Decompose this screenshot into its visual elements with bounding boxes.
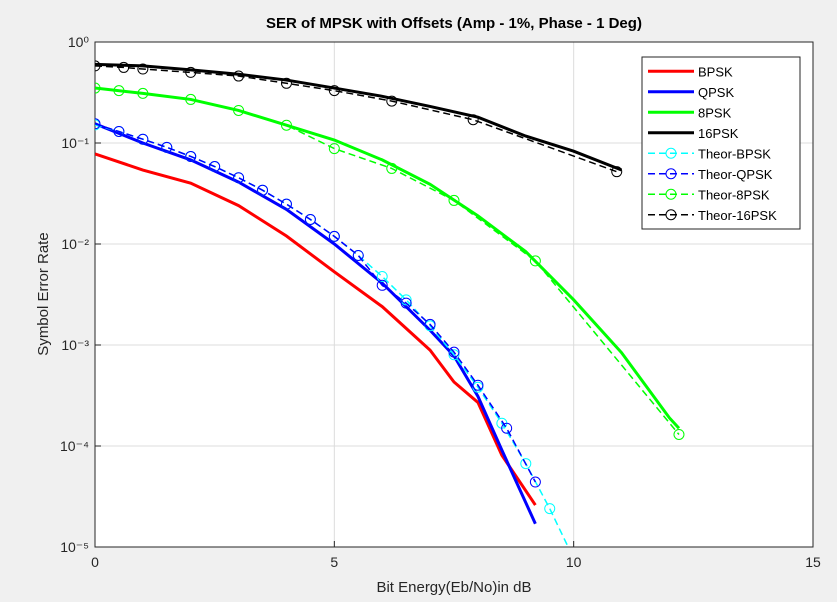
data-marker xyxy=(233,70,245,82)
series-line xyxy=(95,123,537,483)
data-marker xyxy=(529,255,541,267)
x-tick-label: 5 xyxy=(330,554,338,570)
data-marker xyxy=(467,114,479,126)
data-marker xyxy=(328,143,340,155)
data-marker xyxy=(520,458,532,470)
series-line xyxy=(95,65,618,173)
axes-box xyxy=(94,41,814,548)
legend-label: Theor-QPSK xyxy=(698,167,773,182)
x-tick-label: 15 xyxy=(805,554,821,570)
data-marker xyxy=(386,95,398,107)
data-marker xyxy=(472,379,484,391)
data-marker xyxy=(257,184,269,196)
data-marker xyxy=(185,66,197,78)
data-marker xyxy=(280,198,292,210)
legend-marker xyxy=(665,168,677,180)
data-marker xyxy=(673,428,685,440)
data-marker xyxy=(161,141,173,153)
chart-title: SER of MPSK with Offsets (Amp - 1%, Phas… xyxy=(266,15,642,32)
legend-label: 8PSK xyxy=(698,105,732,120)
data-marker xyxy=(328,85,340,97)
x-tick-label: 10 xyxy=(566,554,582,570)
data-marker xyxy=(137,133,149,145)
series-line xyxy=(95,152,537,506)
series-line xyxy=(95,62,623,172)
data-marker xyxy=(352,249,364,261)
data-marker xyxy=(95,118,101,130)
data-marker xyxy=(448,194,460,206)
data-marker xyxy=(544,503,556,515)
data-marker xyxy=(611,166,623,178)
y-tick-label: 10⁻³ xyxy=(61,337,89,353)
legend-marker xyxy=(665,147,677,159)
x-tick-label: 0 xyxy=(91,554,99,570)
data-marker xyxy=(137,87,149,99)
legend-label: BPSK xyxy=(698,64,733,79)
legend-label: Theor-BPSK xyxy=(698,146,771,161)
data-marker xyxy=(113,85,125,97)
data-marker xyxy=(118,61,130,73)
data-marker xyxy=(209,161,221,173)
data-marker xyxy=(304,213,316,225)
data-marker xyxy=(400,297,412,309)
legend-label: Theor-16PSK xyxy=(698,208,777,223)
legend-box xyxy=(641,56,801,230)
y-tick-label: 10⁻² xyxy=(61,236,89,252)
legend-label: 16PSK xyxy=(698,126,739,141)
data-marker xyxy=(233,172,245,184)
data-marker xyxy=(280,119,292,131)
data-marker xyxy=(386,162,398,174)
data-marker xyxy=(113,125,125,137)
data-marker xyxy=(95,60,101,72)
y-tick-label: 10⁻¹ xyxy=(61,135,89,151)
x-axis-label: Bit Energy(Eb/No)in dB xyxy=(376,579,531,596)
data-marker xyxy=(95,82,101,94)
legend-marker xyxy=(665,188,677,200)
legend-label: Theor-8PSK xyxy=(698,187,770,202)
data-marker xyxy=(376,270,388,282)
data-marker xyxy=(137,63,149,75)
legend-marker xyxy=(665,209,677,221)
y-tick-label: 10⁰ xyxy=(68,34,90,50)
data-marker xyxy=(233,104,245,116)
y-axis-label: Symbol Error Rate xyxy=(35,232,52,355)
series-line xyxy=(95,87,680,435)
data-marker xyxy=(529,476,541,488)
plot-layer xyxy=(95,60,685,547)
data-marker xyxy=(501,422,513,434)
series-line xyxy=(95,122,537,525)
data-marker xyxy=(424,318,436,330)
y-tick-label: 10⁻⁵ xyxy=(60,539,89,555)
data-marker xyxy=(280,77,292,89)
legend-label: QPSK xyxy=(698,85,734,100)
data-marker xyxy=(448,349,460,361)
data-marker xyxy=(376,279,388,291)
data-marker xyxy=(185,150,197,162)
data-marker xyxy=(328,230,340,242)
y-tick-label: 10⁻⁴ xyxy=(60,438,89,454)
data-marker xyxy=(185,93,197,105)
data-marker xyxy=(448,346,460,358)
